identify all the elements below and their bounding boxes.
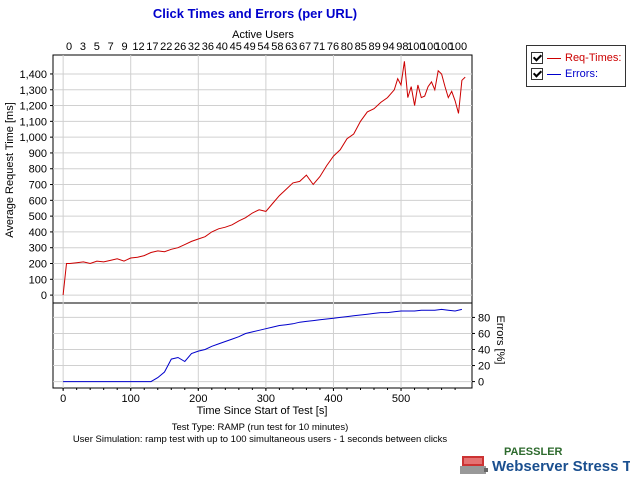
top-tick-label: 67 [299, 41, 311, 53]
y-tick-label: 1,100 [19, 116, 47, 128]
top-tick-label: 71 [313, 41, 325, 53]
top-tick-label: 49 [243, 41, 255, 53]
y-tick-label: 900 [29, 148, 47, 160]
top-tick-label: 54 [257, 41, 269, 53]
y-tick-label: 1,200 [19, 101, 47, 113]
top-tick-label: 26 [174, 41, 186, 53]
y-tick-label: 0 [41, 290, 47, 302]
legend: Req-Times: Errors: [526, 45, 626, 87]
legend-item-req-times[interactable]: Req-Times: [531, 50, 621, 66]
x-tick-label: 0 [60, 393, 66, 405]
series-line-errors [63, 308, 463, 383]
top-tick-label: 58 [271, 41, 283, 53]
stress-tool-logo-icon [460, 456, 488, 474]
top-tick-label: 89 [369, 41, 381, 53]
y2-tick-label: 20 [478, 361, 490, 373]
top-tick-label: 100 [435, 41, 453, 53]
top-tick-label: 3 [80, 41, 86, 53]
y-tick-label: 600 [29, 195, 47, 207]
top-tick-label: 80 [341, 41, 353, 53]
x-axis-ticks: 0 100 200 300 400 500 [60, 388, 456, 405]
y-tick-label: 400 [29, 227, 47, 239]
top-tick-label: 9 [122, 41, 128, 53]
y2-tick-label: 0 [478, 377, 484, 389]
y-tick-label: 100 [29, 274, 47, 286]
y2-tick-label: 60 [478, 328, 490, 340]
top-tick-label: 63 [285, 41, 297, 53]
checkbox-checked-icon[interactable] [531, 52, 543, 64]
top-tick-label: 7 [108, 41, 114, 53]
test-type-text: Test Type: RAMP (run test for 10 minutes… [171, 422, 349, 433]
legend-item-errors[interactable]: Errors: [531, 66, 598, 82]
top-tick-label: 100 [407, 41, 425, 53]
y-axis-title: Average Request Time [ms] [4, 102, 16, 238]
top-tick-label: 100 [449, 41, 467, 53]
x-tick-label: 100 [122, 393, 140, 405]
legend-label-errors: Errors: [565, 68, 598, 80]
y-tick-label: 1,000 [19, 132, 47, 144]
top-tick-label: 94 [382, 41, 394, 53]
top-tick-label: 100 [421, 41, 439, 53]
chart-title: Click Times and Errors (per URL) [153, 6, 357, 21]
lower-plot-frame [52, 302, 473, 389]
y2-tick-label: 40 [478, 345, 490, 357]
product-name: Webserver Stress Tool [492, 458, 630, 475]
brand-logo: PAESSLER Webserver Stress Tool [458, 446, 630, 478]
top-tick-label: 5 [94, 41, 100, 53]
top-tick-label: 40 [216, 41, 228, 53]
y-tick-label: 1,400 [19, 69, 47, 81]
top-tick-label: 98 [396, 41, 408, 53]
y2-tick-label: 80 [478, 312, 490, 324]
top-tick-label: 32 [188, 41, 200, 53]
y-tick-label: 800 [29, 164, 47, 176]
top-axis-label: Active Users [232, 29, 294, 41]
y-tick-label: 700 [29, 180, 47, 192]
y-axis-ticks: 0 100 200 300 400 500 600 700 800 900 1,000 1,100 1,… [19, 69, 53, 302]
y-tick-label: 300 [29, 243, 47, 255]
legend-label-req-times: Req-Times: [565, 52, 622, 64]
top-tick-label: 85 [355, 41, 367, 53]
series-layer [62, 61, 466, 383]
top-tick-label: 22 [160, 41, 172, 53]
user-simulation-text: User Simulation: ramp test with up to 10… [72, 434, 448, 445]
top-tick-label: 76 [327, 41, 339, 53]
x-tick-label: 300 [257, 393, 275, 405]
y-tick-label: 200 [29, 259, 47, 271]
y-tick-label: 1,300 [19, 85, 47, 97]
y2-axis-title: Errors [%] [494, 316, 506, 365]
upper-plot-frame [52, 54, 473, 304]
checkbox-checked-icon[interactable] [531, 68, 543, 80]
blue-line-swatch-icon [547, 73, 561, 75]
x-axis-title: Time Since Start of Test [s] [197, 405, 328, 417]
top-tick-label: 45 [230, 41, 242, 53]
series-line-req-times [62, 61, 466, 296]
y2-axis-ticks: 0 20 40 60 80 [472, 312, 490, 389]
top-tick-label: 36 [202, 41, 214, 53]
top-axis-ticks: 0 3 5 7 9 12 17 22 26 32 36 40 45 49 54 58 63 67 71 76 80 85 8… [66, 41, 467, 53]
top-tick-label: 12 [132, 41, 144, 53]
top-tick-label: 0 [66, 41, 72, 53]
company-name: PAESSLER [504, 446, 563, 458]
x-tick-label: 500 [392, 393, 410, 405]
red-line-swatch-icon [547, 57, 561, 59]
x-tick-label: 400 [324, 393, 342, 405]
x-tick-label: 200 [189, 393, 207, 405]
y-tick-label: 500 [29, 211, 47, 223]
top-tick-label: 17 [146, 41, 158, 53]
